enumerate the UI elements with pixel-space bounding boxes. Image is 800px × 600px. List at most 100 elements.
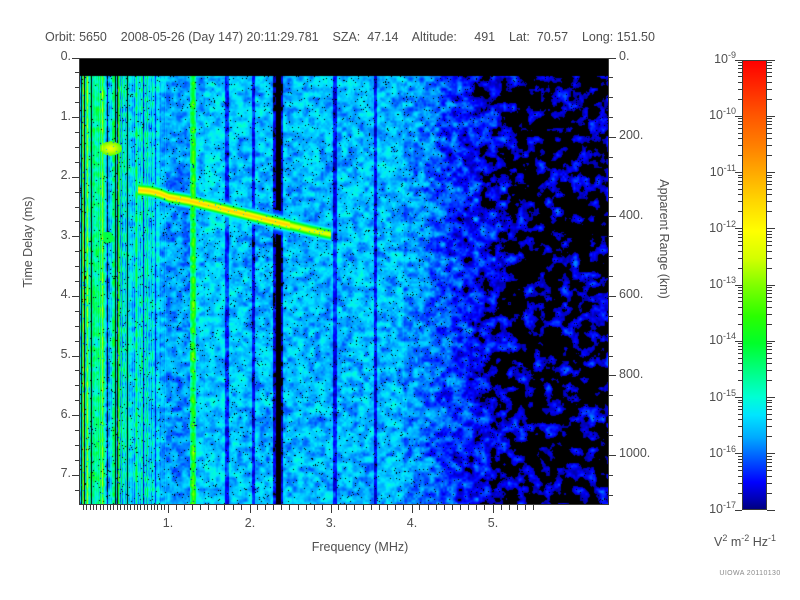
colorbar-tick-minor-right [767,201,772,203]
x-tick-minor [86,505,88,510]
colorbar-gradient [743,61,766,509]
x-tick-major [330,505,332,513]
colorbar-tick-minor-right [767,323,772,325]
colorbar-tick-minor-left [738,380,742,382]
y2-tick-minor [609,176,613,178]
x-tick-major [411,505,413,513]
x-tick-minor [435,505,437,510]
x-tick-label-1: 2. [244,516,256,530]
colorbar-tick-minor-left [738,174,742,176]
colorbar-tick-minor-right [767,121,772,123]
y-tick-minor [75,72,79,74]
colorbar-tick-minor-right [767,267,772,269]
x-tick-major [492,505,494,513]
y-tick-minor [75,430,79,431]
colorbar-tick-minor-right [767,98,772,100]
x-tick-minor [403,505,405,510]
colorbar-tick-minor-left [738,287,742,289]
y2-tick-label-5: 1000. [619,446,651,461]
x-tick-minor [476,505,478,510]
y2-tick-minor [609,395,613,397]
y-tick-minor [75,459,79,461]
colorbar-tick-minor-right [767,145,772,147]
y-tick-minor [75,444,79,446]
units-m: m [727,535,742,550]
x-tick-minor [273,505,275,510]
colorbar-tick-label-8: 10-17 [709,500,736,517]
y2-tick-minor [609,276,613,278]
y-tick-major [72,415,79,417]
y-tick-label-2: 2. [60,168,71,183]
x-tick-minor [378,505,380,510]
colorbar-tick-minor-left [738,465,742,467]
colorbar-tick-minor-right [767,211,772,213]
y2-tick-minor [609,117,613,119]
colorbar-tick-minor-left [738,257,742,259]
y2-tick-major [609,375,616,377]
y2-tick-minor [609,236,613,238]
y-tick-minor [75,146,79,148]
colorbar-tick-minor-right [767,470,772,472]
colorbar-tick-minor-right [767,399,772,401]
colorbar-tick-major-right [767,509,775,511]
colorbar-tick-minor-right [767,62,772,64]
colorbar-tick-minor-right [767,88,772,90]
colorbar-tick-minor-left [738,128,742,130]
colorbar-tick-minor-left [738,426,742,428]
colorbar-tick-minor-right [767,363,772,365]
colorbar-tick-minor-right [767,184,772,186]
colorbar-tick-minor-left [738,132,742,134]
colorbar-tick-minor-right [767,293,772,295]
colorbar-tick-minor-right [767,458,772,460]
colorbar-tick-label-2: 10-11 [709,162,736,179]
colorbar-tick-minor-left [738,482,742,484]
colorbar-tick-label-6: 10-15 [709,387,736,404]
y-tick-major [72,57,79,59]
x-tick-minor [126,505,128,510]
colorbar-tick-minor-left [738,201,742,203]
colorbar-tick-minor-right [767,194,772,196]
y2-tick-minor [609,315,613,317]
x-tick-minor [89,505,91,510]
colorbar-tick-minor-right [767,180,772,182]
colorbar-tick-minor-right [767,71,772,73]
x-tick-minor [137,505,139,510]
colorbar-tick-minor-right [767,138,772,140]
x-tick-minor [130,505,132,510]
colorbar-tick-minor-right [767,124,772,126]
x-tick-minor [160,505,162,510]
y-tick-minor [75,310,79,312]
y-tick-minor [75,400,79,402]
colorbar-tick-minor-left [738,475,742,477]
colorbar-tick-minor-left [738,419,742,421]
colorbar-tick-minor-right [767,301,772,303]
colorbar-tick-minor-right [767,155,772,157]
colorbar-tick-minor-right [767,492,772,494]
x-tick-minor [525,505,526,510]
x-tick-minor [103,505,105,510]
colorbar-tick-minor-left [738,180,742,182]
x-tick-minor [224,505,226,510]
x-tick-minor [183,505,185,510]
colorbar-tick-minor-right [767,426,772,428]
colorbar-tick-minor-left [738,188,742,190]
colorbar-tick-minor-left [738,363,742,365]
y-tick-minor [75,191,79,193]
colorbar-tick-minor-left [738,293,742,295]
colorbar-tick-minor-left [738,267,742,269]
colorbar-tick-minor-left [738,98,742,100]
colorbar-tick-minor-right [767,461,772,463]
colorbar-tick-minor-left [738,236,742,238]
colorbar-tick-major-right [767,284,775,286]
colorbar-tick-minor-right [767,306,772,308]
y-tick-minor [75,489,79,491]
colorbar-tick-minor-right [767,250,772,252]
colorbar-tick-label-0: 10-9 [714,50,736,67]
colorbar-tick-minor-right [767,349,772,351]
colorbar-tick-minor-left [738,399,742,401]
x-tick-minor [281,505,283,510]
colorbar-tick-minor-left [738,357,742,359]
y2-tick-minor [609,494,613,496]
colorbar-tick-label-7: 10-16 [709,443,736,460]
x-tick-label-2: 3. [325,516,337,530]
